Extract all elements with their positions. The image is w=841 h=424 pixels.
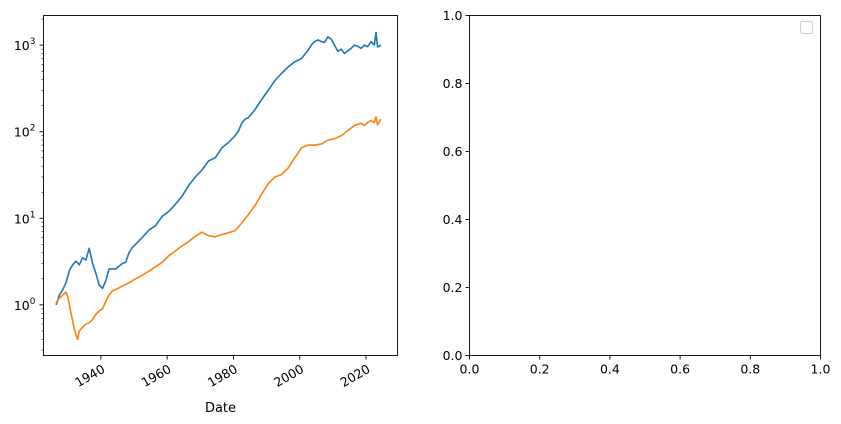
left-series-group	[55, 31, 382, 341]
legend-box	[800, 21, 813, 34]
y-tick-label: 103	[14, 37, 36, 53]
x-tick-label: 0.0	[460, 362, 480, 377]
y-tick-label: 0.0	[443, 348, 463, 363]
x-tick-label: 0.4	[600, 362, 620, 377]
series-line-2	[55, 116, 382, 341]
x-tick-label: 0.8	[740, 362, 760, 377]
x-tick-label: 1.0	[811, 362, 831, 377]
x-tick-label: 1940	[72, 361, 107, 390]
right-x-ticks: 0.0 0.2 0.4 0.6 0.8 1.0	[460, 355, 831, 377]
left-x-axis-label: Date	[205, 401, 236, 416]
right-y-ticks: 0.0 0.2 0.4 0.6 0.8 1.0	[443, 8, 470, 363]
left-axes-frame	[43, 15, 398, 356]
x-tick-label: 0.6	[670, 362, 690, 377]
series-line-1	[55, 31, 382, 306]
x-tick-label: 1980	[205, 361, 240, 390]
x-tick-label: 2020	[337, 361, 372, 390]
x-tick-label: 0.2	[530, 362, 550, 377]
x-tick-label: 1960	[139, 361, 174, 390]
x-tick-label: 2000	[271, 361, 306, 390]
left-y-ticks: 100 101 102 103	[14, 18, 44, 351]
y-tick-label: 101	[14, 210, 36, 226]
y-tick-label: 100	[14, 297, 36, 313]
y-tick-label: 102	[14, 124, 36, 140]
left-x-ticks: 1940 1960 1980 2000 2020	[72, 355, 373, 390]
y-tick-label: 0.6	[443, 144, 463, 159]
y-tick-label: 0.4	[443, 212, 463, 227]
right-axes-frame	[469, 15, 821, 356]
y-tick-label: 0.8	[443, 76, 463, 91]
y-tick-label: 1.0	[443, 8, 463, 23]
y-tick-label: 0.2	[443, 280, 463, 295]
chart-right-empty: 0.0 0.2 0.4 0.6 0.8 1.0 0.0 0.2 0.4 0.6 0.8 1.0	[443, 8, 831, 377]
chart-left-log-line: 1940 1960 1980 2000 2020 100 101 102 103 Date	[14, 15, 398, 416]
